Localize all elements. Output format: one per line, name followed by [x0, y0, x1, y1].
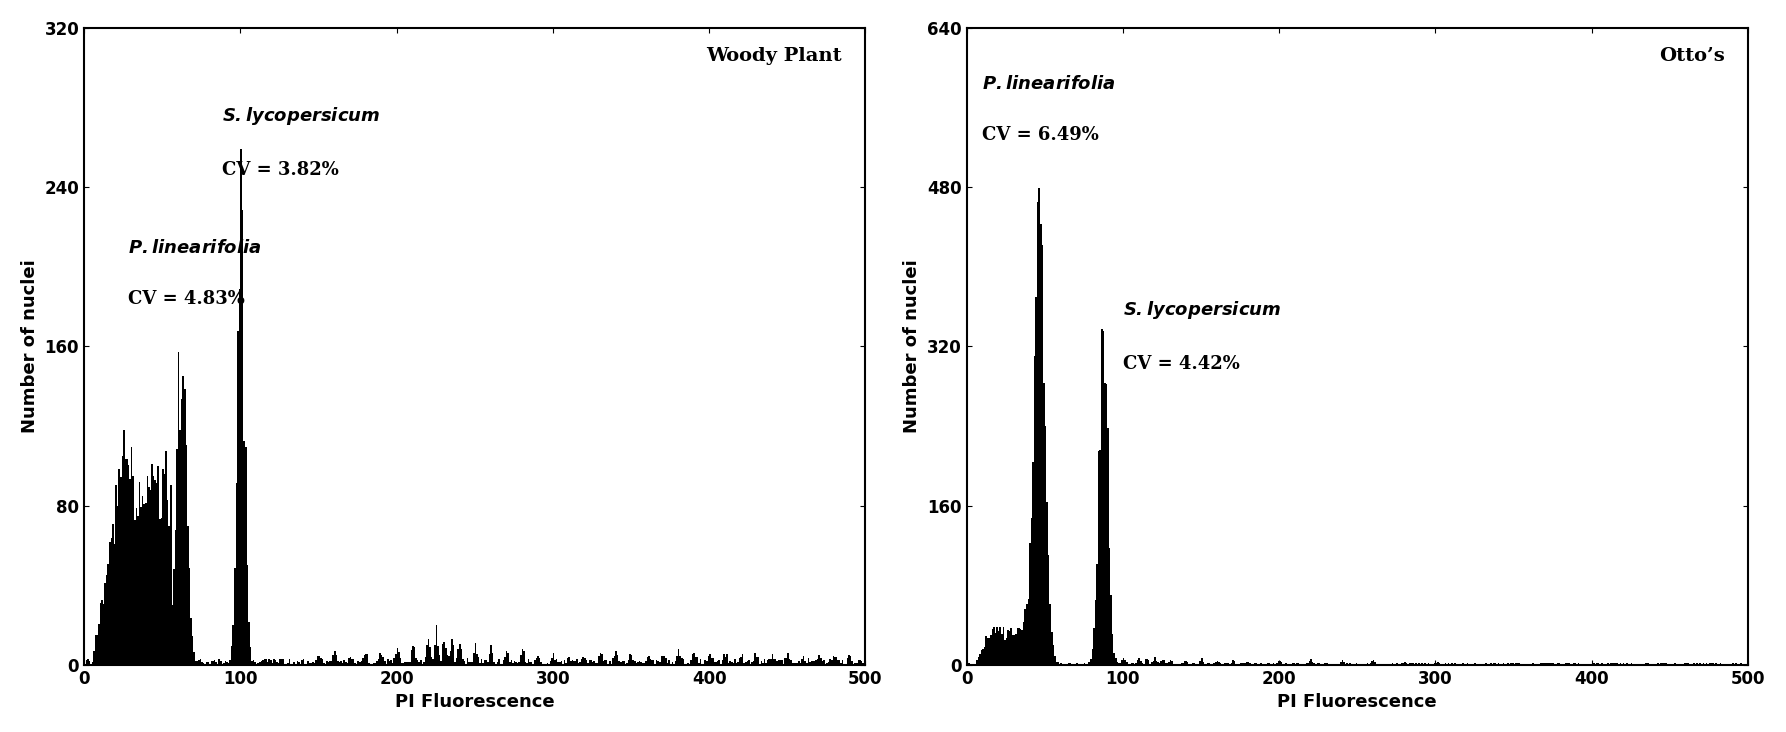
Text: Woody Plant: Woody Plant: [705, 47, 841, 65]
Text: CV = 4.83%: CV = 4.83%: [129, 291, 245, 308]
Text: $\bfit{S. lycopersicum}$: $\bfit{S. lycopersicum}$: [1123, 299, 1281, 321]
X-axis label: PI Fluorescence: PI Fluorescence: [1277, 693, 1438, 712]
Y-axis label: Number of nuclei: Number of nuclei: [904, 259, 922, 433]
Text: CV = 3.82%: CV = 3.82%: [221, 161, 338, 179]
Text: CV = 4.42%: CV = 4.42%: [1123, 355, 1239, 373]
Text: $\bfit{P. linearifolia}$: $\bfit{P. linearifolia}$: [129, 239, 261, 257]
Text: Otto’s: Otto’s: [1659, 47, 1725, 65]
Text: CV = 6.49%: CV = 6.49%: [982, 126, 1098, 144]
Y-axis label: Number of nuclei: Number of nuclei: [21, 259, 39, 433]
X-axis label: PI Fluorescence: PI Fluorescence: [395, 693, 554, 712]
Text: $\bfit{S. lycopersicum}$: $\bfit{S. lycopersicum}$: [221, 105, 380, 127]
Text: $\bfit{P. linearifolia}$: $\bfit{P. linearifolia}$: [982, 75, 1116, 92]
